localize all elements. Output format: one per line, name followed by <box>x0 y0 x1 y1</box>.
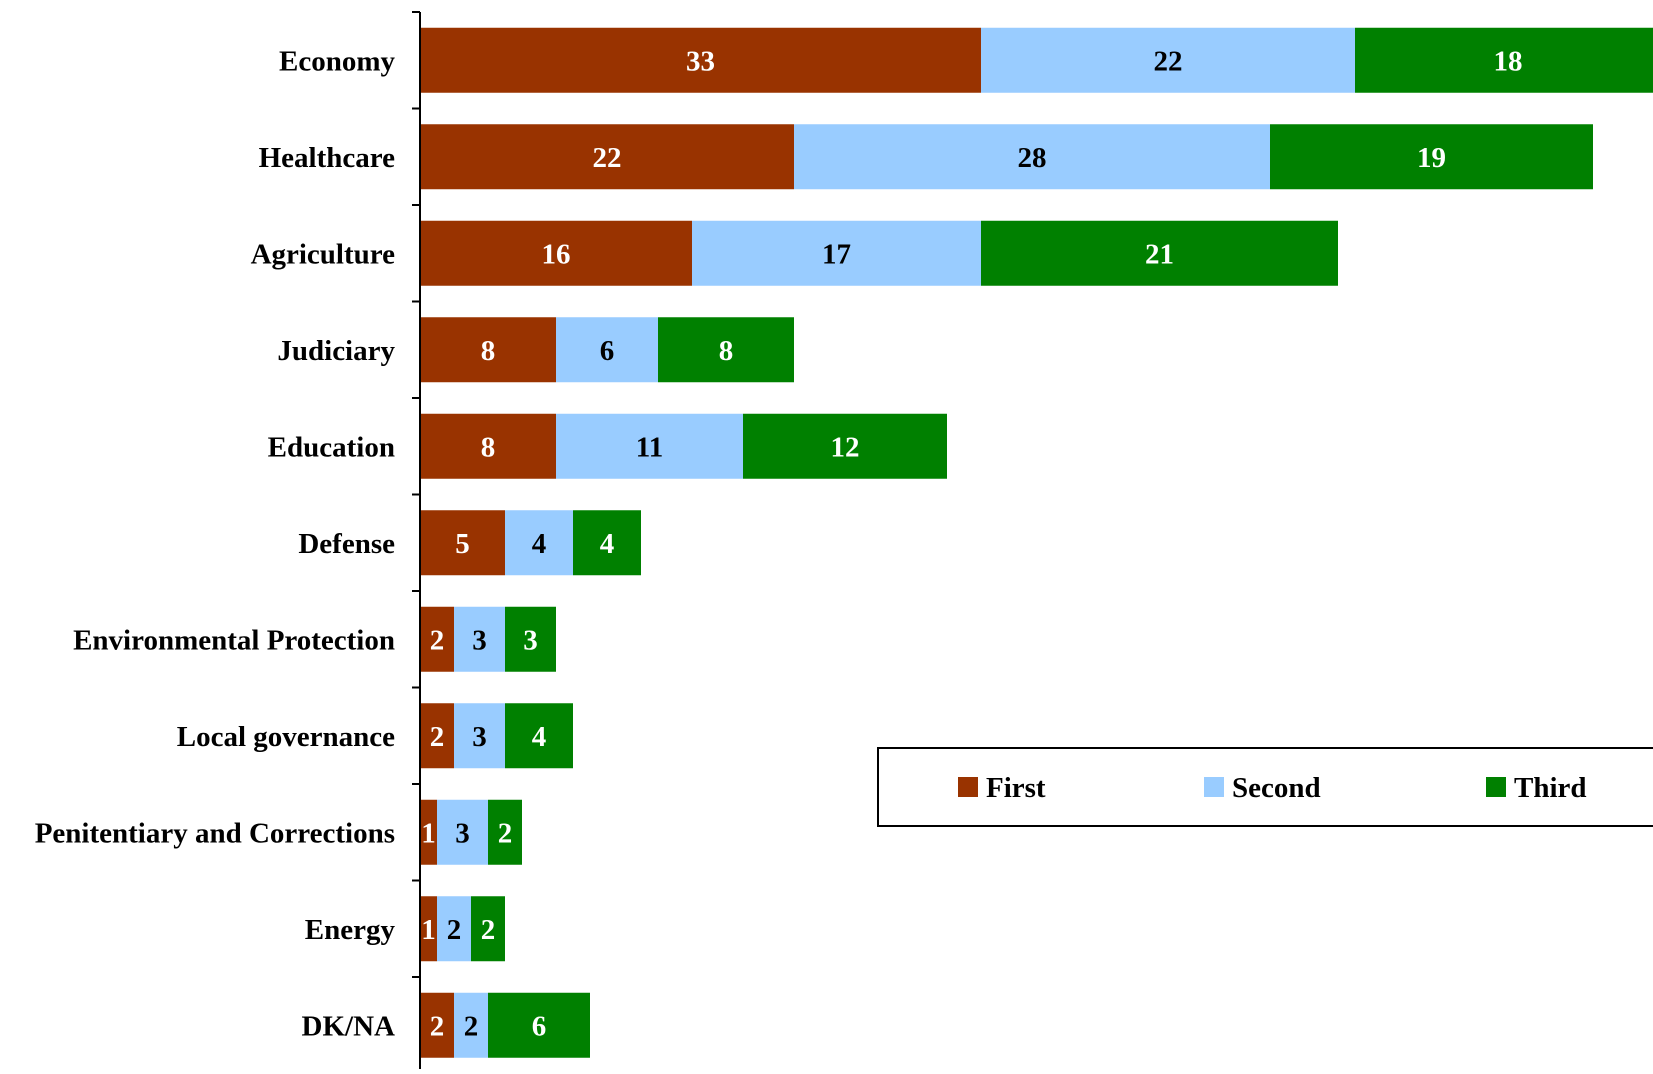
legend-swatch-third <box>1486 777 1506 797</box>
data-label: 8 <box>719 335 734 367</box>
bar-third <box>505 606 556 672</box>
bar-third <box>658 317 794 383</box>
legend-label-second: Second <box>1232 772 1321 804</box>
legend-box <box>877 747 1653 827</box>
data-label: 22 <box>1154 45 1183 77</box>
data-label: 16 <box>542 238 571 270</box>
legend: First Second Third <box>877 747 1653 827</box>
bar-first <box>420 799 437 865</box>
bar-first <box>420 124 794 190</box>
legend-label-third: Third <box>1514 772 1587 804</box>
category-label: Healthcare <box>259 142 395 174</box>
bar-second <box>505 510 573 576</box>
bar-second <box>556 413 743 479</box>
bar-first <box>420 703 454 769</box>
data-label: 5 <box>455 528 470 560</box>
bar-first <box>420 317 556 383</box>
category-label: Judiciary <box>277 335 395 367</box>
bar-third <box>505 703 573 769</box>
data-label: 3 <box>472 721 487 753</box>
bar-second <box>981 27 1355 93</box>
category-label: Environmental Protection <box>73 624 395 656</box>
bar-first <box>420 220 692 286</box>
data-label: 18 <box>1494 45 1523 77</box>
bar-third <box>573 510 641 576</box>
bar-second <box>454 703 505 769</box>
bar-second <box>692 220 981 286</box>
bar-second <box>454 992 488 1058</box>
bar-third <box>471 896 505 962</box>
bar-second <box>556 317 658 383</box>
bar-second <box>437 799 488 865</box>
data-label: 4 <box>600 528 615 560</box>
data-label: 11 <box>636 431 663 463</box>
bar-third <box>1355 27 1653 93</box>
data-label: 17 <box>822 238 851 270</box>
legend-swatch-first <box>958 777 978 797</box>
data-label: 21 <box>1145 238 1174 270</box>
category-label: Education <box>268 431 395 463</box>
bar-first <box>420 896 437 962</box>
legend-swatch-second <box>1204 777 1224 797</box>
data-label: 28 <box>1018 142 1047 174</box>
category-label: Economy <box>279 45 396 77</box>
category-label: Local governance <box>177 721 395 753</box>
data-label: 2 <box>464 1010 479 1042</box>
data-label: 2 <box>447 914 462 946</box>
data-label: 22 <box>593 142 622 174</box>
data-label: 4 <box>532 721 547 753</box>
bar-third <box>743 413 947 479</box>
category-label: DK/NA <box>302 1010 396 1042</box>
category-label: Energy <box>305 914 396 946</box>
bar-third <box>488 992 590 1058</box>
data-label: 3 <box>455 817 470 849</box>
bar-first <box>420 606 454 672</box>
data-label: 8 <box>481 431 496 463</box>
category-label: Defense <box>298 528 395 560</box>
bar-first <box>420 992 454 1058</box>
data-label: 2 <box>430 721 445 753</box>
bar-first <box>420 413 556 479</box>
data-label: 1 <box>421 817 436 849</box>
data-label: 4 <box>532 528 547 560</box>
bar-third <box>1270 124 1593 190</box>
bar-first <box>420 510 505 576</box>
category-label: Penitentiary and Corrections <box>35 817 395 849</box>
category-label: Agriculture <box>251 238 396 270</box>
data-label: 12 <box>831 431 860 463</box>
data-label: 6 <box>532 1010 547 1042</box>
y-axis: Economy Healthcare Agriculture Judiciary Edu… <box>35 11 421 1074</box>
data-label: 1 <box>421 914 436 946</box>
bar-third <box>488 799 522 865</box>
legend-label-first: First <box>986 772 1046 804</box>
data-label: 2 <box>430 1010 445 1042</box>
bar-second <box>794 124 1270 190</box>
bar-second <box>454 606 505 672</box>
bars-layer <box>420 27 1653 1058</box>
data-label: 2 <box>498 817 513 849</box>
bar-first <box>420 27 981 93</box>
bar-second <box>437 896 471 962</box>
data-label: 2 <box>430 624 445 656</box>
data-label: 3 <box>472 624 487 656</box>
data-label: 2 <box>481 914 496 946</box>
data-label: 33 <box>686 45 715 77</box>
bar-third <box>981 220 1338 286</box>
data-label: 8 <box>481 335 496 367</box>
data-label: 19 <box>1417 142 1446 174</box>
data-label: 6 <box>600 335 615 367</box>
data-label: 3 <box>523 624 538 656</box>
